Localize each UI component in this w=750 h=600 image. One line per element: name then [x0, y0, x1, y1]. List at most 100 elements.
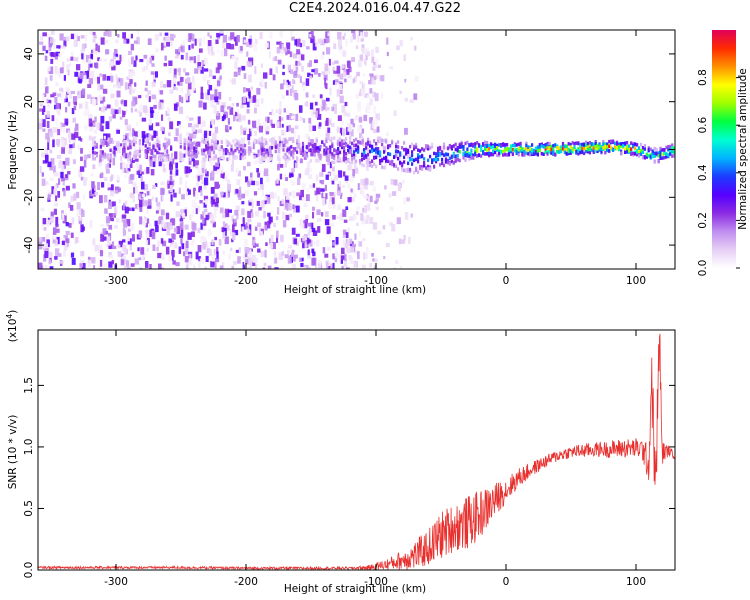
colorbar-ticks: 0.00.20.40.60.8 — [697, 69, 740, 276]
carrier-cell — [534, 146, 538, 151]
noise-cell — [137, 247, 140, 252]
noise-cell — [346, 247, 351, 254]
noise-cell — [276, 235, 279, 243]
noise-cell — [273, 223, 276, 228]
carrier-cell — [333, 148, 336, 153]
noise-cell — [344, 175, 349, 181]
carrier-cell — [604, 147, 607, 151]
carrier-cell — [270, 146, 274, 150]
noise-cell — [113, 84, 117, 88]
noise-cell — [248, 92, 251, 99]
carrier-cell — [444, 152, 448, 157]
carrier-cell — [301, 153, 305, 157]
noise-cell — [243, 166, 246, 171]
carrier-cell — [657, 154, 660, 158]
noise-cell — [344, 128, 348, 135]
noise-cell — [175, 55, 179, 59]
carrier-cell — [575, 150, 578, 154]
noise-cell — [123, 259, 128, 265]
noise-cell — [116, 77, 121, 86]
noise-cell — [280, 265, 284, 269]
noise-cell — [136, 36, 140, 45]
noise-cell — [88, 77, 93, 85]
noise-cell — [343, 111, 348, 117]
noise-cell — [161, 254, 165, 260]
carrier-cell — [337, 142, 340, 146]
noise-cell — [188, 189, 191, 195]
noise-cell — [299, 147, 304, 151]
noise-cell — [192, 264, 195, 268]
carrier-cell — [421, 154, 424, 159]
noise-cell — [87, 94, 92, 99]
noise-cell — [381, 75, 385, 82]
noise-cell — [292, 204, 295, 210]
noise-cell — [413, 93, 418, 100]
noise-cell — [358, 118, 363, 122]
noise-cell — [243, 127, 247, 135]
noise-cell — [359, 137, 362, 143]
noise-cell — [193, 265, 196, 269]
noise-cell — [159, 121, 162, 128]
noise-cell — [50, 52, 54, 57]
noise-cell — [337, 115, 342, 121]
noise-cell — [375, 195, 379, 202]
noise-cell — [255, 227, 258, 231]
noise-cell — [113, 54, 117, 59]
noise-cell — [264, 221, 267, 225]
carrier-cell — [507, 150, 511, 154]
noise-cell — [312, 94, 316, 98]
carrier-cell — [433, 164, 436, 169]
carrier-cell — [427, 147, 430, 151]
noise-cell — [213, 107, 217, 114]
carrier-cell — [626, 145, 629, 149]
noise-cell — [107, 133, 110, 141]
noise-cell — [47, 161, 52, 168]
noise-cell — [285, 49, 288, 56]
noise-cell — [259, 32, 263, 40]
noise-cell — [205, 199, 209, 205]
noise-cell — [313, 240, 316, 246]
noise-cell — [280, 83, 284, 90]
carrier-cell — [641, 150, 645, 154]
noise-cell — [291, 227, 296, 235]
noise-cell — [220, 191, 224, 196]
noise-cell — [167, 107, 170, 114]
carrier-cell — [552, 148, 555, 152]
noise-cell — [269, 31, 273, 39]
noise-cell — [70, 232, 74, 238]
carrier-cell — [421, 167, 424, 171]
carrier-cell — [577, 141, 580, 146]
noise-cell — [49, 75, 53, 81]
noise-cell — [136, 110, 142, 114]
x-tick-label: -200 — [234, 275, 258, 287]
noise-cell — [240, 45, 243, 51]
carrier-cell — [540, 152, 543, 156]
carrier-cell — [583, 147, 586, 151]
noise-cell — [363, 114, 368, 122]
noise-cell — [117, 251, 122, 257]
noise-cell — [320, 179, 325, 185]
carrier-cell — [351, 157, 354, 161]
noise-cell — [259, 78, 265, 86]
carrier-cell — [437, 146, 440, 151]
noise-cell — [133, 40, 138, 44]
x-tick-label: -300 — [104, 275, 128, 287]
carrier-cell — [596, 143, 599, 148]
noise-cell — [260, 183, 264, 190]
noise-cell — [185, 52, 189, 61]
noise-cell — [80, 250, 85, 257]
spectrogram-x-axis-label: Height of straight line (km) — [284, 284, 426, 296]
carrier-cell — [385, 140, 388, 144]
carrier-cell — [641, 146, 645, 150]
carrier-cell — [500, 150, 503, 155]
noise-cell — [149, 159, 153, 167]
noise-cell — [364, 219, 369, 224]
noise-cell — [317, 226, 321, 233]
noise-cell — [185, 72, 190, 76]
noise-cell — [159, 90, 164, 95]
noise-cell — [332, 204, 336, 209]
noise-cell — [164, 32, 169, 36]
noise-cell — [324, 268, 328, 269]
carrier-cell — [146, 138, 149, 142]
noise-cell — [194, 68, 199, 74]
